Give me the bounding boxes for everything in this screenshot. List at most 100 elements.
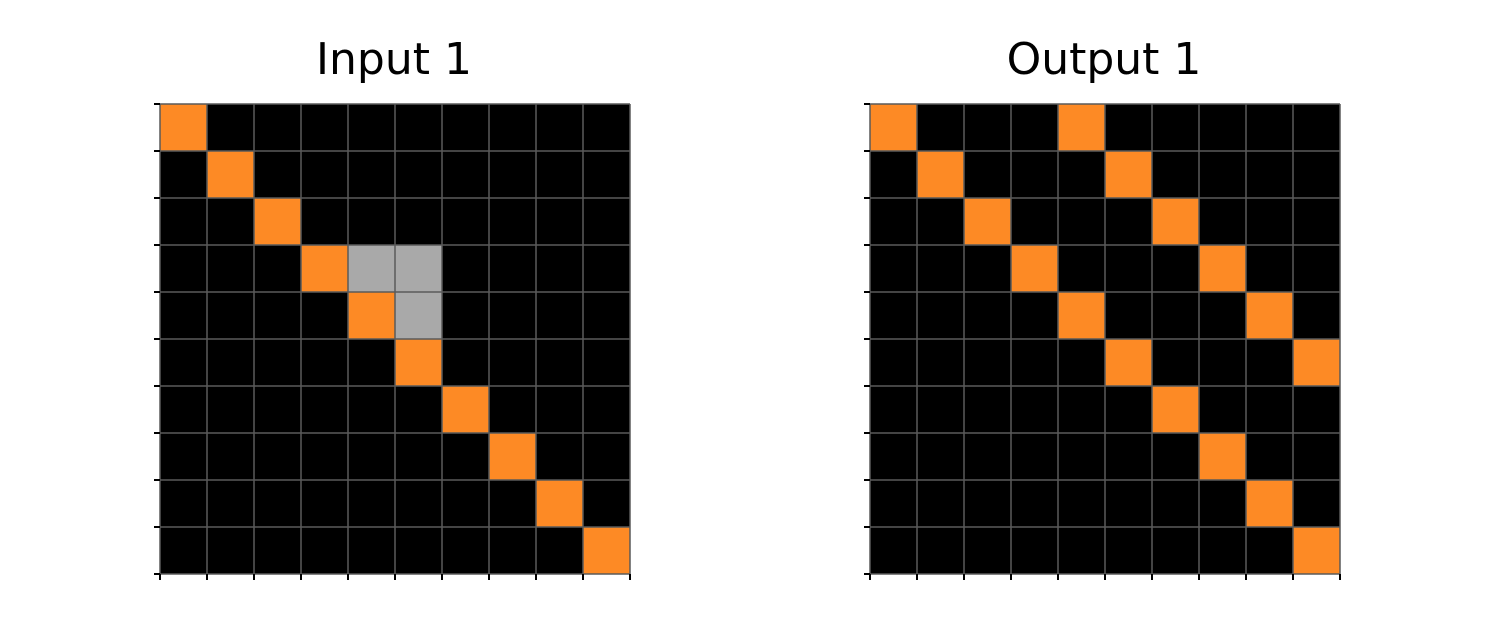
input-cell bbox=[489, 480, 536, 527]
input-cell bbox=[301, 527, 348, 574]
input-cell bbox=[536, 151, 583, 198]
output-cell bbox=[1199, 151, 1246, 198]
input-cell bbox=[301, 245, 348, 292]
input-panel: Input 1 bbox=[134, 0, 654, 629]
output-cell bbox=[1152, 198, 1199, 245]
output-cell bbox=[1199, 292, 1246, 339]
output-cell bbox=[1011, 433, 1058, 480]
output-cell bbox=[1246, 386, 1293, 433]
output-cell bbox=[870, 386, 917, 433]
input-cell bbox=[489, 104, 536, 151]
input-cell bbox=[160, 339, 207, 386]
input-cell bbox=[160, 245, 207, 292]
output-cell bbox=[1246, 339, 1293, 386]
input-cell bbox=[395, 245, 442, 292]
output-cell bbox=[1152, 480, 1199, 527]
output-cell bbox=[1199, 386, 1246, 433]
input-cell bbox=[395, 104, 442, 151]
input-cell bbox=[489, 433, 536, 480]
output-cell bbox=[1058, 245, 1105, 292]
input-cell bbox=[301, 480, 348, 527]
output-cell bbox=[870, 151, 917, 198]
output-cell bbox=[1246, 104, 1293, 151]
input-cell bbox=[160, 433, 207, 480]
input-cell bbox=[583, 433, 630, 480]
input-cell bbox=[442, 527, 489, 574]
input-cell bbox=[348, 480, 395, 527]
output-cell bbox=[917, 198, 964, 245]
output-cell bbox=[964, 245, 1011, 292]
input-cell bbox=[536, 339, 583, 386]
input-cell bbox=[536, 433, 583, 480]
output-cell bbox=[1105, 527, 1152, 574]
input-cell bbox=[348, 198, 395, 245]
input-cell bbox=[207, 245, 254, 292]
input-cell bbox=[583, 104, 630, 151]
output-cell bbox=[1152, 104, 1199, 151]
input-cell bbox=[254, 198, 301, 245]
output-cell bbox=[1152, 527, 1199, 574]
output-cell bbox=[1199, 339, 1246, 386]
input-cell bbox=[395, 151, 442, 198]
input-cell bbox=[583, 480, 630, 527]
output-cell bbox=[1246, 292, 1293, 339]
output-cell bbox=[964, 386, 1011, 433]
output-cell bbox=[870, 433, 917, 480]
input-cell bbox=[301, 198, 348, 245]
input-cell bbox=[489, 339, 536, 386]
input-cell bbox=[395, 433, 442, 480]
input-cell bbox=[536, 198, 583, 245]
output-cell bbox=[1058, 480, 1105, 527]
input-cell bbox=[395, 198, 442, 245]
output-cell bbox=[1058, 386, 1105, 433]
input-cell bbox=[160, 104, 207, 151]
input-cell bbox=[395, 339, 442, 386]
output-cell bbox=[1058, 527, 1105, 574]
input-cell bbox=[583, 386, 630, 433]
output-cell bbox=[1105, 480, 1152, 527]
input-cell bbox=[207, 433, 254, 480]
output-cell bbox=[870, 480, 917, 527]
output-cell bbox=[1011, 151, 1058, 198]
input-cell bbox=[583, 198, 630, 245]
input-cell bbox=[160, 151, 207, 198]
input-cell bbox=[442, 292, 489, 339]
output-cell bbox=[870, 527, 917, 574]
output-cell bbox=[1293, 527, 1340, 574]
input-cell bbox=[442, 151, 489, 198]
input-cell bbox=[395, 292, 442, 339]
output-cell bbox=[964, 433, 1011, 480]
input-cell bbox=[348, 433, 395, 480]
output-cell bbox=[1293, 104, 1340, 151]
output-cell bbox=[870, 104, 917, 151]
input-cell bbox=[442, 386, 489, 433]
output-cell bbox=[1058, 104, 1105, 151]
output-cell bbox=[870, 198, 917, 245]
output-cell bbox=[1058, 292, 1105, 339]
output-cell bbox=[1058, 198, 1105, 245]
output-cell bbox=[1246, 433, 1293, 480]
input-cell bbox=[583, 292, 630, 339]
input-cell bbox=[395, 386, 442, 433]
input-cell bbox=[160, 480, 207, 527]
input-cell bbox=[254, 386, 301, 433]
output-cell bbox=[1152, 245, 1199, 292]
input-cell bbox=[160, 527, 207, 574]
output-cell bbox=[870, 245, 917, 292]
output-cell bbox=[1011, 198, 1058, 245]
output-cell bbox=[1105, 433, 1152, 480]
input-cell bbox=[207, 527, 254, 574]
output-grid-wrap bbox=[864, 103, 1341, 580]
output-cell bbox=[1105, 339, 1152, 386]
output-cell bbox=[964, 151, 1011, 198]
input-cell bbox=[301, 339, 348, 386]
output-cell bbox=[1199, 198, 1246, 245]
input-cell bbox=[489, 292, 536, 339]
input-cell bbox=[489, 198, 536, 245]
output-cell bbox=[964, 480, 1011, 527]
input-cell bbox=[254, 292, 301, 339]
input-cell bbox=[536, 386, 583, 433]
output-cell bbox=[1246, 527, 1293, 574]
output-cell bbox=[1246, 245, 1293, 292]
output-cell bbox=[1293, 292, 1340, 339]
